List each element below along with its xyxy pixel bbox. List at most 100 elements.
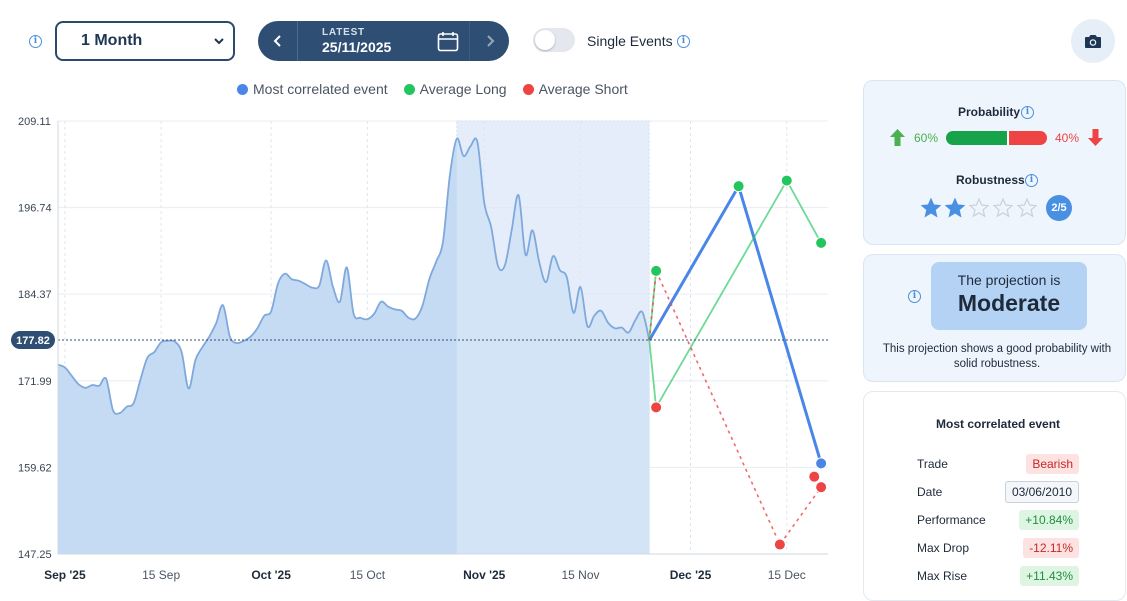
chevron-left-icon: [273, 35, 281, 47]
x-tick-label: Sep '25: [44, 568, 86, 582]
legend-label: Average Long: [419, 81, 507, 97]
legend-dot-blue: [237, 83, 248, 95]
y-tick-label: 147.25: [18, 549, 52, 561]
x-tick-label: Oct '25: [251, 568, 291, 582]
toggle-knob: [535, 30, 555, 50]
probability-down-pct: 40%: [1055, 131, 1080, 145]
projection-markers: [650, 174, 828, 551]
y-tick-label: 196.74: [18, 203, 52, 215]
mce-label: Max Rise: [917, 569, 968, 583]
mce-label: Date: [917, 485, 943, 499]
projection-description: This projection shows a good probability…: [882, 343, 1112, 370]
x-tick-label: 15 Sep: [142, 568, 180, 582]
mce-value: +10.84%: [1019, 510, 1079, 530]
legend-dot-green: [403, 83, 415, 95]
star-filled-icon: [921, 198, 941, 218]
projection-line-average-long: [648, 178, 822, 411]
date-picker[interactable]: LATEST 25/11/2025: [298, 21, 469, 61]
mce-row-date: Date 03/06/2010: [917, 481, 1079, 503]
legend-dot-red: [522, 83, 534, 95]
projection-badge: The projection is Moderate: [931, 262, 1087, 330]
y-tick-label: 209.11: [18, 116, 51, 128]
projection-marker: [732, 180, 745, 193]
robustness-info-icon[interactable]: i: [1025, 174, 1038, 187]
calendar-icon[interactable]: [437, 31, 459, 52]
mce-row-performance: Performance +10.84%: [917, 509, 1079, 531]
mce-value: -12.11%: [1023, 538, 1079, 558]
latest-label: LATEST: [322, 27, 365, 38]
robustness-title: Robustness: [956, 173, 1025, 187]
projection-marker: [650, 401, 663, 414]
date-navigator: LATEST 25/11/2025: [258, 21, 509, 61]
most-correlated-panel: [863, 391, 1126, 601]
period-info-icon[interactable]: i: [29, 35, 42, 48]
period-select[interactable]: 1 Month: [55, 21, 235, 61]
projection-marker: [815, 481, 828, 494]
probability-title: Probability: [958, 105, 1021, 119]
mce-label: Performance: [917, 513, 986, 527]
legend-label: Average Short: [538, 81, 628, 97]
period-select-value: 1 Month: [81, 32, 143, 49]
robustness-stars: [921, 198, 1037, 218]
legend-label: Most correlated event: [253, 81, 388, 97]
x-tick-label: 15 Oct: [350, 568, 386, 582]
y-tick-label: 184.37: [18, 289, 52, 301]
single-events-info-icon[interactable]: i: [677, 35, 690, 48]
mce-row-trade: Trade Bearish: [917, 453, 1079, 475]
probability-panel: [863, 80, 1126, 245]
probability-bar-divider: [1006, 131, 1009, 145]
camera-icon: [1085, 34, 1101, 48]
mce-label: Max Drop: [917, 541, 970, 555]
x-tick-label: Nov '25: [463, 568, 506, 582]
most-correlated-title: Most correlated event: [936, 417, 1061, 431]
price-chart[interactable]: 147.25 159.62 171.99 184.37 196.74 209.11 Sep …: [0, 0, 860, 596]
projection-marker: [773, 538, 786, 551]
single-events-toggle[interactable]: [533, 28, 575, 52]
legend-item-average-long[interactable]: Average Long: [403, 81, 507, 97]
probability-bar-down: [1008, 131, 1047, 145]
probability-bar: [946, 131, 1047, 145]
mce-row-max-rise: Max Rise +11.43%: [917, 565, 1079, 587]
projection-rating: Moderate: [957, 290, 1061, 316]
projection-marker: [650, 264, 663, 277]
probability-up-pct: 60%: [914, 131, 939, 145]
mce-value: 03/06/2010: [1004, 481, 1079, 503]
chart-legend: Most correlated event Average Long Avera…: [237, 81, 628, 97]
y-tick-label: 171.99: [18, 376, 52, 388]
projection-marker: [815, 457, 828, 470]
previous-date-button[interactable]: [258, 21, 298, 61]
projection-marker: [780, 174, 793, 187]
arrow-down-icon: [1088, 129, 1103, 146]
chevron-down-icon: [214, 38, 224, 45]
next-date-button[interactable]: [469, 21, 509, 61]
mce-value: Bearish: [1026, 454, 1079, 474]
mce-label: Trade: [917, 457, 948, 471]
screenshot-button[interactable]: [1071, 19, 1115, 63]
y-tick-label: 159.62: [18, 462, 52, 474]
current-value-badge: 177.82: [11, 331, 55, 350]
projection-lines: [648, 178, 823, 547]
chart-axes: 147.25 159.62 171.99 184.37 196.74 209.11 Sep …: [18, 116, 828, 582]
probability-bar-up: [946, 131, 1007, 145]
latest-date: 25/11/2025: [322, 39, 392, 55]
legend-item-most-correlated[interactable]: Most correlated event: [237, 81, 388, 97]
projection-line-most-correlated-event: [648, 182, 823, 464]
projection-info-icon[interactable]: i: [908, 290, 921, 303]
chevron-right-icon: [486, 35, 494, 47]
x-tick-label: 15 Nov: [561, 568, 599, 582]
x-tick-label: 15 Dec: [768, 568, 806, 582]
single-events-label: Single Events: [587, 33, 673, 49]
price-area-highlight: [456, 138, 650, 554]
projection-marker: [808, 470, 821, 483]
mce-row-max-drop: Max Drop -12.11%: [917, 537, 1079, 559]
current-value-label: 177.82: [16, 335, 50, 347]
probability-info-icon[interactable]: i: [1021, 106, 1034, 119]
projection-line1: The projection is: [957, 272, 1061, 288]
x-tick-label: Dec '25: [670, 568, 712, 582]
arrow-up-icon: [890, 129, 905, 146]
legend-item-average-short[interactable]: Average Short: [522, 81, 628, 97]
robustness-badge: 2/5: [1046, 195, 1072, 221]
star-filled-icon: [945, 198, 965, 218]
projection-line-average-short: [648, 267, 822, 547]
projection-marker: [815, 236, 828, 249]
